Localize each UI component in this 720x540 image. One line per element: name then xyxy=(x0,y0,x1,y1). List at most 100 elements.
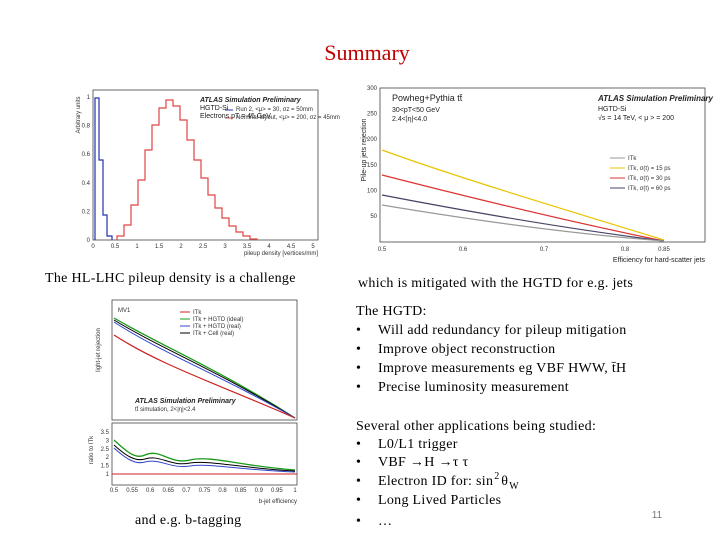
x-tick-label: 1 xyxy=(293,488,297,494)
x-tick-label: 0.8 xyxy=(621,247,630,253)
curve-hgtd-ideal xyxy=(113,317,296,419)
y-axis-label: Pile-up jets rejection xyxy=(361,118,368,181)
x-tick-label: 0.75 xyxy=(199,488,211,494)
bullet-marker: • xyxy=(356,342,361,357)
figure-texts: MV1 ITk ITk + HGTD (ideal) ITk + HGTD (r… xyxy=(89,308,297,505)
ratio-hgtd-ideal xyxy=(113,439,296,471)
bullet-text: Improve object reconstruction xyxy=(378,342,555,357)
curve-hgtd-real xyxy=(113,321,296,419)
curve-cell xyxy=(113,319,296,419)
x-tick-label: 1.5 xyxy=(155,244,164,250)
x-tick-label: 3 xyxy=(223,244,227,250)
legend-entry: ITk, σ(t) = 15 ps xyxy=(628,166,671,172)
ratio-hgtd-real xyxy=(113,447,296,473)
x-tick-label: 0.6 xyxy=(459,247,468,253)
x-tick-label: 2.5 xyxy=(199,244,208,250)
y-tick-label: 0.6 xyxy=(82,152,91,158)
x-tick-label: 0.5 xyxy=(378,247,387,253)
plot-tagger: MV1 xyxy=(118,308,131,314)
figure-texts: Powheg+Pythia tt̄ 30<pT<50 GeV 2.4<|η|<4… xyxy=(361,93,714,264)
y-tick-label: 0 xyxy=(87,238,91,244)
legend-swatches xyxy=(610,157,625,189)
x-tick-label: 0.7 xyxy=(540,247,549,253)
x-tick-label: 0.7 xyxy=(182,488,191,494)
plot-experiment: ATLAS Simulation Preliminary xyxy=(134,398,237,405)
bullet-text: VBF →H →τ τ xyxy=(378,455,468,470)
y-tick-label: 3 xyxy=(106,438,110,444)
x-axis-label: b-jet efficiency xyxy=(259,499,297,505)
histogram-nominal xyxy=(116,99,258,240)
x-tick-label: 1 xyxy=(135,244,139,250)
figure-pileup-density: ATLAS Simulation Preliminary HGTD-Si Ele… xyxy=(45,89,340,286)
legend-entry: ITk + HGTD (ideal) xyxy=(193,317,244,323)
legend-entry: Nominal layout, <μ> = 200, σz = 45mm xyxy=(236,115,340,121)
legend-entry: ITk xyxy=(628,156,637,162)
plot-frame xyxy=(379,87,706,243)
x-tick-label: 4.5 xyxy=(287,244,296,250)
bullet-marker: • xyxy=(356,361,361,376)
histogram-run2 xyxy=(94,97,113,240)
bullet-text: … xyxy=(378,514,392,529)
figure-jet-rejection: Powheg+Pythia tt̄ 30<pT<50 GeV 2.4<|η|<4… xyxy=(358,87,714,291)
plot-cut: 2.4<|η|<4.0 xyxy=(392,116,427,123)
y-axis-label: light-jet rejection xyxy=(96,328,102,372)
bullet-text: Will add redundancy for pileup mitigatio… xyxy=(378,323,627,338)
page-number: 11 xyxy=(652,510,663,521)
legend-entry: ITk, σ(t) = 30 ps xyxy=(628,176,671,182)
legend-entry: ITk + HGTD (real) xyxy=(193,324,241,330)
figure-caption: which is mitigated with the HGTD for e.g… xyxy=(358,276,633,291)
bullet-text: Improve measurements eg VBF HWW, t̄H xyxy=(378,361,626,376)
x-axis-label: Efficiency for hard-scatter jets xyxy=(613,257,706,264)
curve-itk xyxy=(113,334,296,419)
heading: The HGTD: xyxy=(356,304,427,319)
bullet-marker: • xyxy=(356,380,361,395)
superscript: 2 xyxy=(494,471,499,482)
bullet-text: Electron ID for: sin xyxy=(378,474,493,489)
x-tick-label: 3.5 xyxy=(243,244,252,250)
x-tick-label: 0.85 xyxy=(235,488,247,494)
figure-caption: and e.g. b-tagging xyxy=(135,513,241,528)
legend-entry: ITk, σ(t) = 60 ps xyxy=(628,186,671,192)
plot-detector: HGTD-Si xyxy=(598,106,627,113)
x-tick-label: 0.9 xyxy=(255,488,264,494)
bullet-text: Precise luminosity measurement xyxy=(378,380,569,395)
curve-60ps xyxy=(381,194,665,242)
bullet-marker: • xyxy=(356,323,361,338)
curve-itk xyxy=(381,204,665,242)
x-tick-label: 0.6 xyxy=(146,488,155,494)
y-tick-label: 3.5 xyxy=(101,430,110,436)
curve-30ps xyxy=(381,174,665,242)
x-tick-label: 0 xyxy=(91,244,95,250)
y-tick-label: 1.5 xyxy=(101,464,110,470)
bullet-text: Long Lived Particles xyxy=(378,493,501,508)
x-tick-label: 0.5 xyxy=(111,244,120,250)
plot-sample: tt̄ simulation, 2<|η|<2.4 xyxy=(135,406,196,413)
y-tick-label: 2.5 xyxy=(101,447,110,453)
plot-cut: 30<pT<50 GeV xyxy=(392,107,440,114)
bullet-marker: • xyxy=(356,514,361,529)
y-tick-label: 1 xyxy=(87,95,91,101)
plot-detector: HGTD-Si xyxy=(200,105,229,112)
y-tick-label: 0.4 xyxy=(82,181,91,187)
figure-caption: The HL-LHC pileup density is a challenge xyxy=(45,271,296,286)
bullet-text: L0/L1 trigger xyxy=(378,437,458,452)
x-tick-label: 2 xyxy=(179,244,183,250)
x-tick-label: 0.85 xyxy=(658,247,670,253)
bullet-marker: • xyxy=(356,474,361,489)
x-tick-label: 0.5 xyxy=(110,488,119,494)
figure-btagging: MV1 ITk ITk + HGTD (ideal) ITk + HGTD (r… xyxy=(89,299,298,528)
y-tick-label: 200 xyxy=(367,137,378,143)
theta: θ xyxy=(501,474,508,489)
x-tick-label: 5 xyxy=(311,244,315,250)
legend-entry: ITk + Cell (real) xyxy=(193,331,234,337)
curve-15ps xyxy=(381,149,665,241)
x-tick-label: 0.65 xyxy=(162,488,174,494)
y-tick-label: 50 xyxy=(370,214,377,220)
y-tick-label: 100 xyxy=(367,188,378,194)
ratio-cell xyxy=(113,444,296,472)
y-axis-label: Arbitrary units xyxy=(76,96,82,133)
y-tick-label: 1 xyxy=(106,472,110,478)
y-tick-label: 0.2 xyxy=(82,209,91,215)
legend-entry: ITk xyxy=(193,310,202,316)
